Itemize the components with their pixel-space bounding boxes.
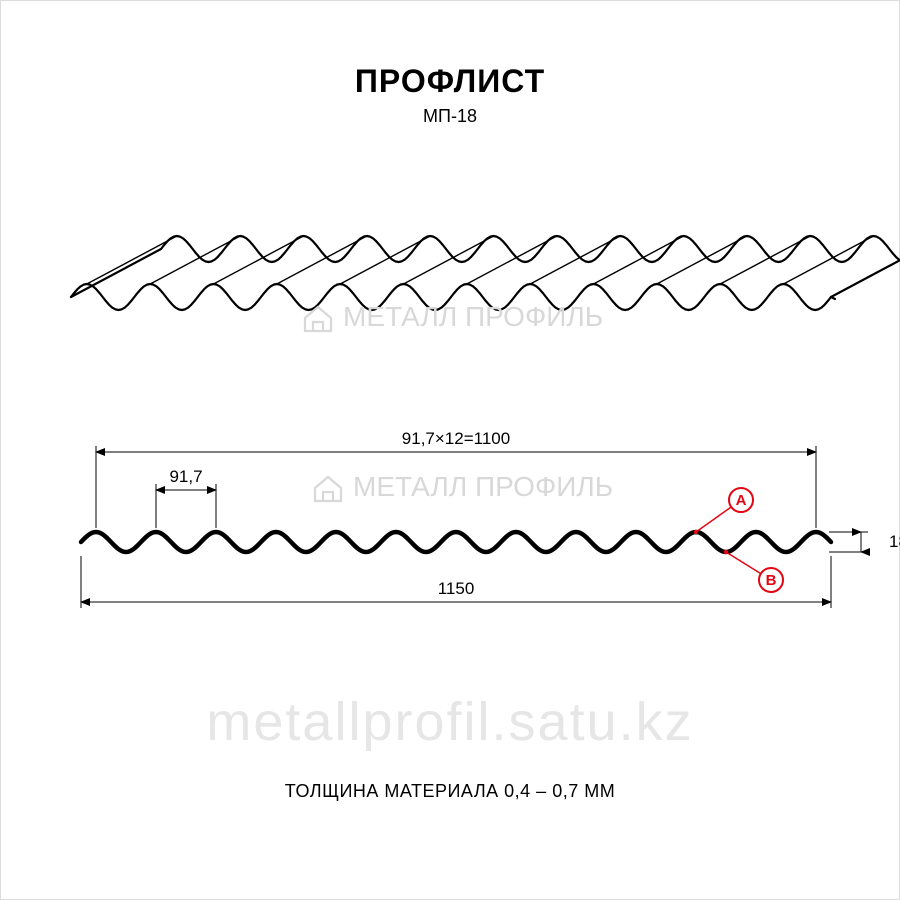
svg-text:91,7×12=1100: 91,7×12=1100 (402, 429, 510, 448)
svg-text:B: B (766, 572, 777, 589)
svg-text:A: A (736, 492, 747, 509)
svg-text:91,7: 91,7 (169, 467, 202, 486)
title-sub: МП-18 (1, 106, 899, 127)
profile-svg: 91,7×12=1100 91,7 1150 18 A B (1, 412, 900, 632)
watermark-url: metallprofil.satu.kz (1, 691, 899, 753)
iso-svg (1, 157, 900, 327)
thickness-label: ТОЛЩИНА МАТЕРИАЛА 0,4 – 0,7 ММ (1, 781, 899, 802)
title-main: ПРОФЛИСТ (1, 63, 899, 100)
svg-text:18: 18 (889, 532, 900, 551)
title-block: ПРОФЛИСТ МП-18 (1, 63, 899, 127)
iso-view (1, 157, 900, 332)
profile-view: 91,7×12=1100 91,7 1150 18 A B (1, 412, 900, 637)
svg-text:1150: 1150 (438, 579, 475, 598)
